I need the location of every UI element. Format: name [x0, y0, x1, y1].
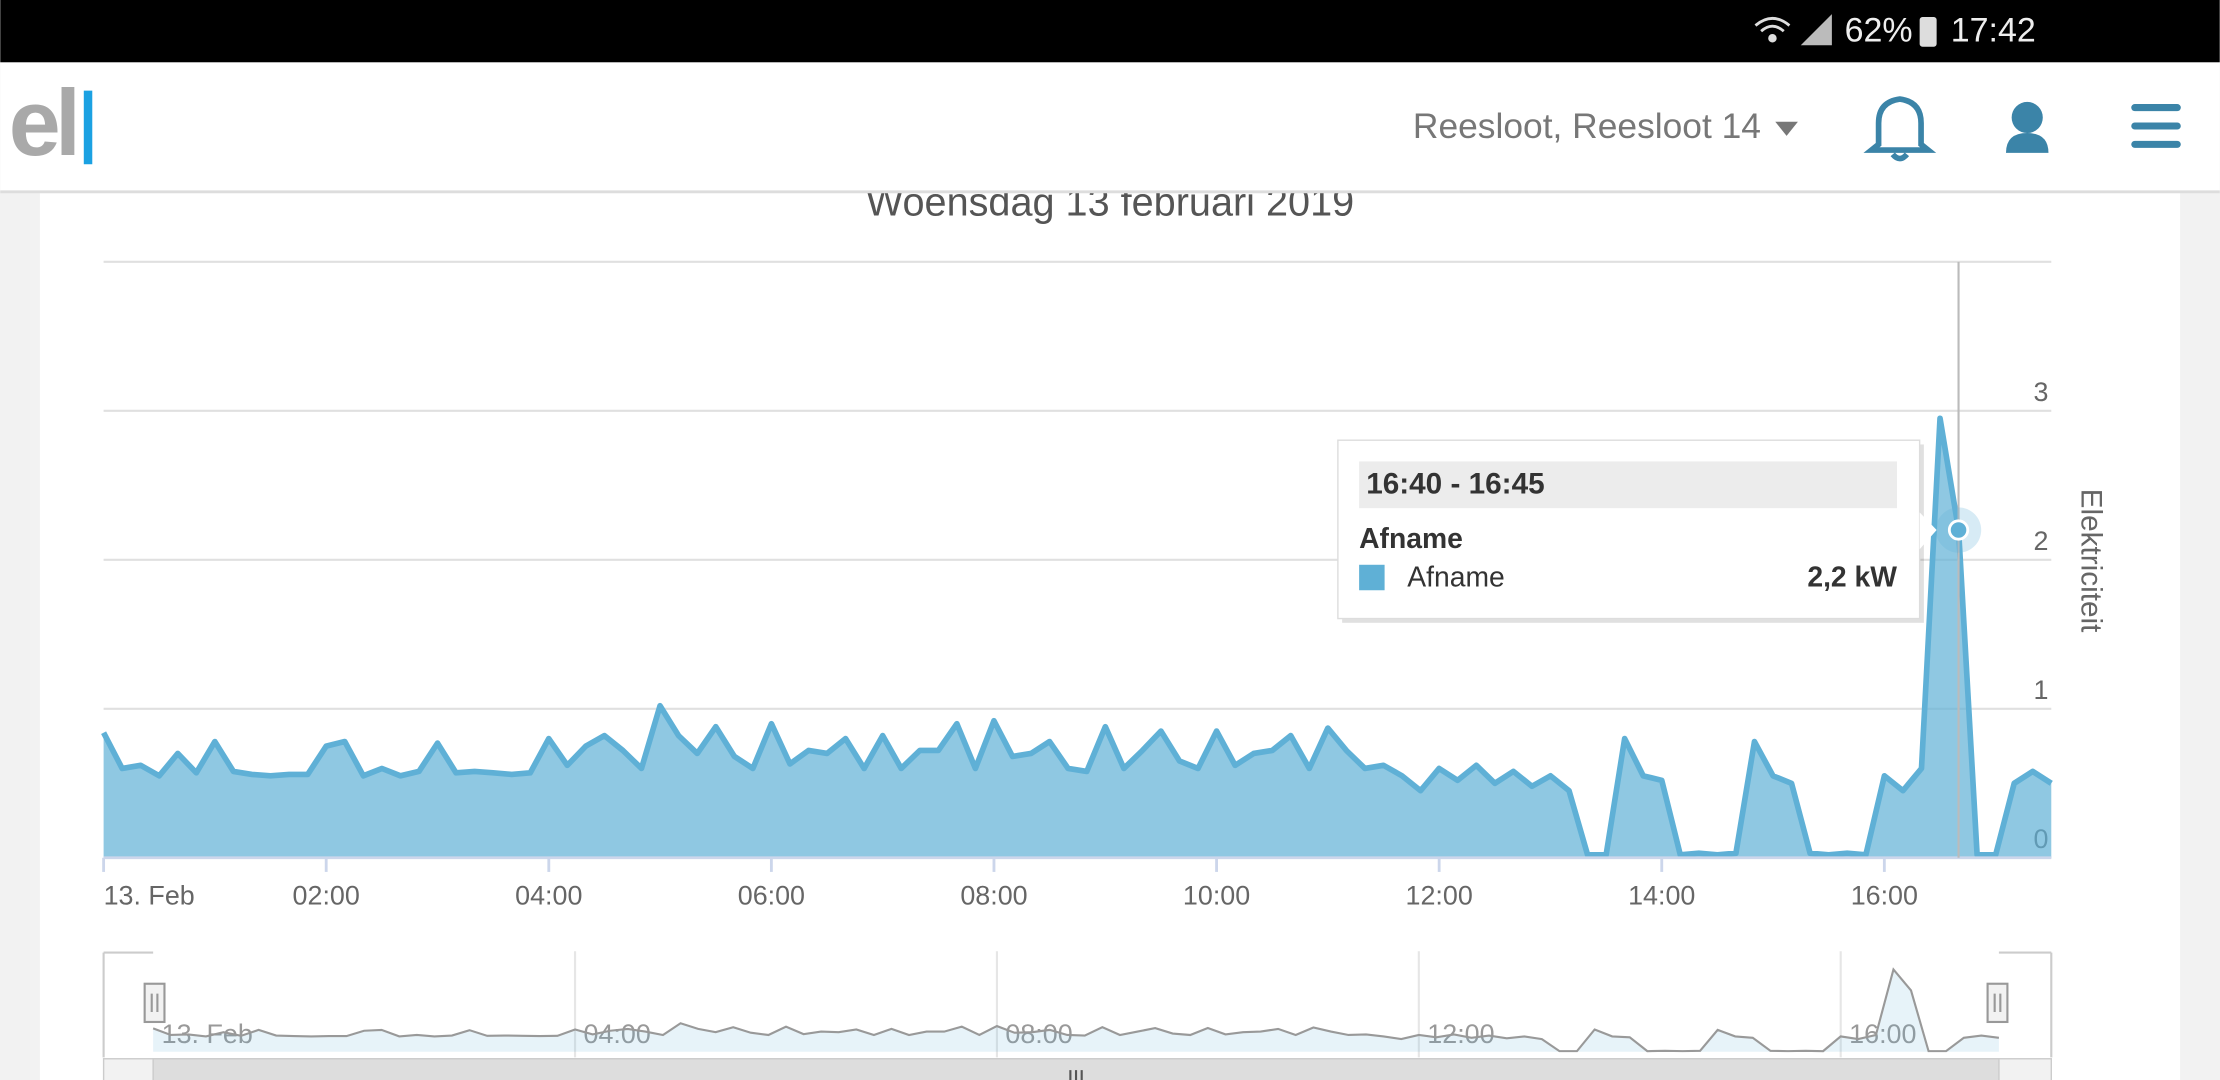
- x-tick-label: 10:00: [1183, 881, 1250, 911]
- area-fill: [103, 418, 2052, 858]
- navigator-label: 16:00: [1849, 1019, 1916, 1049]
- battery-icon: [1919, 16, 1937, 47]
- tooltip-title: Afname: [1359, 522, 1463, 554]
- wifi-icon: [1754, 16, 1791, 43]
- y-tick-label: 2: [2034, 526, 2049, 556]
- x-tick-label: 06:00: [738, 881, 805, 911]
- navigator-label: 12:00: [1427, 1019, 1494, 1049]
- location-selector[interactable]: Reesloot, Reesloot 14: [1413, 107, 1761, 146]
- tooltip-header-bg: [1359, 461, 1897, 509]
- tooltip-time: 16:40 - 16:45: [1366, 467, 1544, 500]
- bell-icon[interactable]: [1863, 96, 1937, 162]
- handle-grip: [150, 993, 159, 1013]
- y-axis-title: Elektriciteit: [2075, 489, 2108, 633]
- scrollbar-thumb: [152, 1058, 2000, 1080]
- clock: 17:42: [1951, 12, 2036, 50]
- logo: el: [9, 70, 76, 175]
- dropdown-caret[interactable]: [1775, 121, 1798, 136]
- status-bar: [0, 0, 2220, 63]
- user-icon[interactable]: [2005, 101, 2049, 153]
- x-tick-label: 14:00: [1628, 881, 1695, 911]
- x-tick-label: 08:00: [960, 881, 1027, 911]
- navigator-handle[interactable]: [1986, 982, 2009, 1024]
- navigator-outline: [102, 951, 2053, 1058]
- tooltip-series: Afname: [1407, 560, 1505, 592]
- x-tick-label: 12:00: [1406, 881, 1473, 911]
- tooltip-pointer: [1919, 512, 1937, 550]
- y-tick-label: 3: [2034, 377, 2049, 407]
- plot: 0123Elektriciteit13. Feb02:0004:0006:000…: [101, 260, 2108, 1080]
- area-line: [101, 415, 2053, 858]
- tooltip-value: 2,2 kW: [1807, 560, 1897, 592]
- navigator-line: [152, 967, 2000, 1053]
- battery-percent: 62%: [1845, 12, 1913, 50]
- navigator-handle[interactable]: [143, 982, 166, 1024]
- x-tick-label: 13. Feb: [104, 881, 195, 911]
- signal-icon: [1800, 14, 1832, 46]
- hover-marker: [1947, 519, 1970, 541]
- app-header: [0, 62, 2220, 192]
- y-tick-label: 1: [2034, 675, 2049, 705]
- legend-swatch: [1359, 564, 1385, 591]
- scrollbar-grip: [1069, 1070, 1083, 1080]
- x-tick-label: 02:00: [293, 881, 360, 911]
- chart-card: [39, 169, 2181, 1080]
- x-tick-label: 16:00: [1851, 881, 1918, 911]
- handle-grip: [1993, 993, 2002, 1013]
- menu-icon[interactable]: [2131, 104, 2181, 148]
- x-tick-label: 04:00: [515, 881, 582, 911]
